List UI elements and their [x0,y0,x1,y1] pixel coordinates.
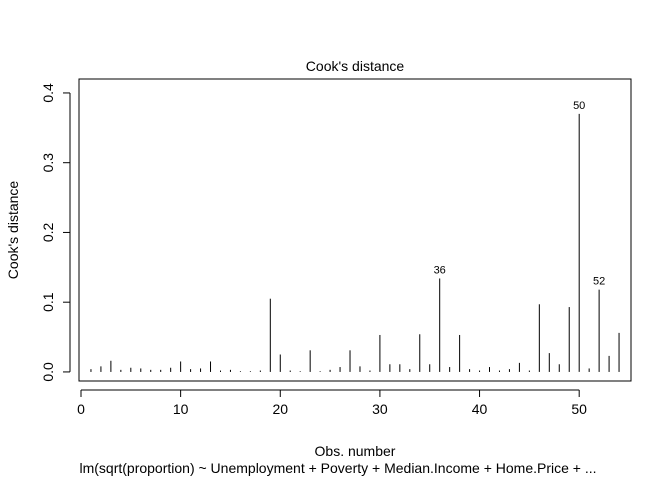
y-tick-label: 0.0 [40,362,56,382]
plot-frame [78,78,632,382]
model-formula-subtitle: lm(sqrt(proportion) ~ Unemployment + Pov… [79,460,596,476]
x-tick-label: 30 [372,401,388,417]
cooks-distance-spikes [90,113,620,372]
outlier-label: 52 [593,276,605,288]
chart-title: Cook's distance [306,58,405,74]
y-axis-label: Cook's distance [5,181,21,280]
x-axis: 0 10 20 30 40 50 [77,389,587,417]
x-tick-label: 10 [173,401,189,417]
x-axis-label: Obs. number [315,443,396,459]
y-tick-label: 0.1 [40,292,56,312]
y-tick-label: 0.2 [40,222,56,242]
x-tick-label: 40 [472,401,488,417]
y-tick-label: 0.3 [40,153,56,173]
y-tick-label: 0.4 [40,83,56,103]
x-tick-label: 20 [272,401,288,417]
y-axis: 0.0 0.1 0.2 0.3 0.4 [40,83,71,382]
outlier-labels: 36 50 52 [434,100,606,288]
x-tick-label: 0 [77,401,85,417]
outlier-label: 50 [573,100,585,112]
outlier-label: 36 [434,264,446,276]
x-tick-label: 50 [571,401,587,417]
